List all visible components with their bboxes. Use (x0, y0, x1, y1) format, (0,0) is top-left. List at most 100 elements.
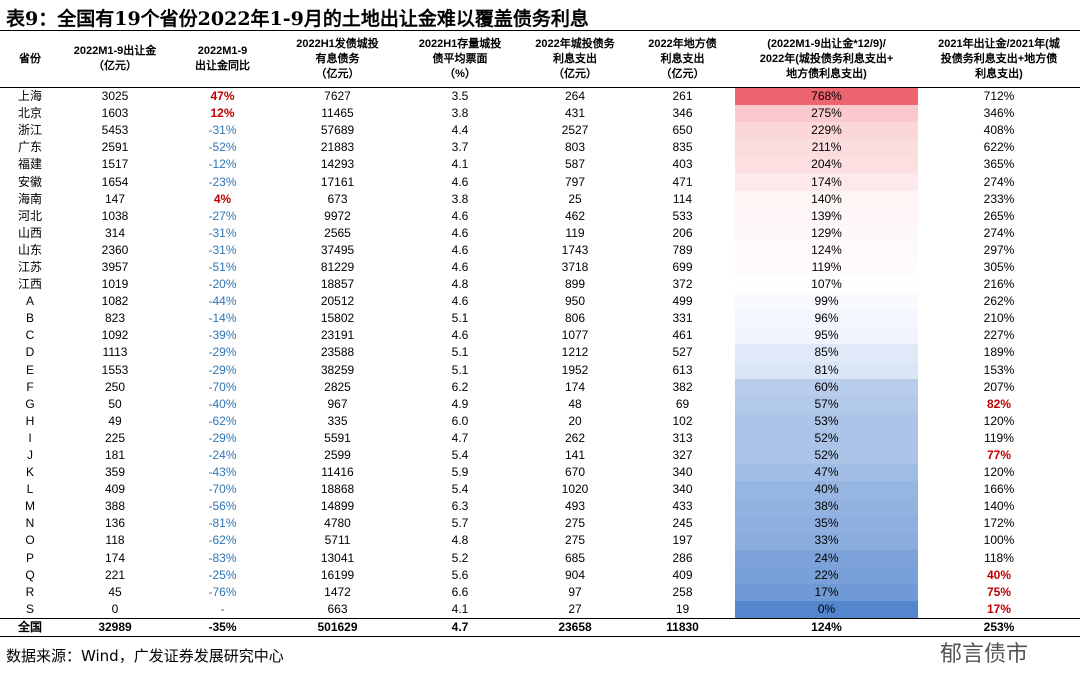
table-cell: 1077 (561, 328, 589, 343)
table-cell: -62% (208, 533, 237, 548)
table-cell: 85% (735, 344, 918, 362)
table-cell: 216% (983, 277, 1015, 292)
table-cell: 225 (104, 430, 126, 445)
table-cell: 11465 (321, 106, 354, 121)
header-line: 债平均票面 (432, 52, 488, 65)
header-line: 有息债务 (315, 52, 360, 65)
table-row: 北京 1603 12% 11465 3.8 431 346 275% 346% (0, 105, 1080, 123)
table-row: 海南 147 4% 673 3.8 25 114 140% 233% (0, 190, 1080, 208)
table-cell: -44% (208, 294, 237, 309)
table-cell: -56% (208, 499, 237, 514)
header-line: （亿元） (553, 67, 597, 80)
table-cell: 3.5 (451, 89, 469, 104)
table-cell: 140% (983, 499, 1015, 514)
table-cell: -52% (208, 140, 237, 155)
table-cell: 81229 (320, 259, 355, 274)
table-cell: 1472 (324, 584, 351, 599)
table-cell: 11830 (666, 619, 699, 634)
table-cell: 139% (735, 207, 918, 225)
header-line: （亿元） (660, 67, 705, 80)
table-cell: 174 (104, 550, 126, 565)
table-cell: 5.1 (451, 345, 469, 360)
table-cell: 96% (735, 310, 918, 328)
table-cell: 海南 (17, 191, 42, 206)
table-cell: 3025 (101, 89, 129, 104)
table-cell: -31% (208, 242, 237, 257)
table-cell: 安徽 (17, 174, 42, 189)
table-cell: 2825 (324, 379, 351, 394)
table-row: I 225 -29% 5591 4.7 262 313 52% 119% (0, 429, 1080, 447)
table-cell: 261 (672, 89, 693, 104)
table-cell: 153% (983, 362, 1015, 377)
table-cell: 493 (564, 499, 586, 514)
table-cell: 5.6 (451, 567, 469, 582)
table-row: A 1082 -44% 20512 4.6 950 499 99% 262% (0, 293, 1080, 311)
table-cell: 835 (672, 140, 693, 155)
table-cell: 622% (983, 140, 1015, 155)
table-row: G 50 -40% 967 4.9 48 69 57% 82% (0, 395, 1080, 413)
table-cell: 340 (672, 465, 693, 480)
table-cell: - (220, 601, 225, 616)
table-cell: 2565 (324, 225, 351, 240)
table-cell: -29% (208, 362, 237, 377)
table-cell: 264 (564, 89, 586, 104)
table-cell: 382 (672, 379, 693, 394)
table-cell: 140% (735, 190, 918, 208)
table-cell: -31% (208, 225, 237, 240)
table-cell: 147 (104, 191, 126, 206)
table-cell: 23588 (320, 345, 355, 360)
table-row: B 823 -14% 15802 5.1 806 331 96% 210% (0, 310, 1080, 328)
table-cell: 33% (735, 532, 918, 550)
table-row: L 409 -70% 18868 5.4 1020 340 40% 166% (0, 481, 1080, 499)
table-cell: 1092 (101, 328, 129, 343)
header-line: 2022年地方债 (648, 37, 717, 50)
table-row: 安徽 1654 -23% 17161 4.6 797 471 174% 274% (0, 173, 1080, 191)
table-cell: 699 (672, 259, 693, 274)
header-line: 地方债利息支出) (786, 67, 867, 80)
header-cell: 2022H1存量城投 债平均票面 （%） (400, 31, 520, 88)
table-cell: -83% (208, 550, 237, 565)
table-cell: 25 (568, 191, 582, 206)
table-cell: 5591 (324, 430, 351, 445)
table-cell: 5.9 (451, 465, 469, 480)
table-cell: 35% (735, 515, 918, 533)
table-cell: 广东 (17, 140, 42, 155)
table-row: C 1092 -39% 23191 4.6 1077 461 95% 227% (0, 327, 1080, 345)
table-cell: 38259 (320, 362, 355, 377)
table-cell: -76% (208, 584, 237, 599)
table-row: 山西 314 -31% 2565 4.6 119 206 129% 274% (0, 224, 1080, 242)
table-cell: 江苏 (17, 259, 42, 274)
table-cell: 533 (672, 208, 693, 223)
table-cell: 47% (210, 89, 235, 104)
table-cell: 313 (672, 430, 693, 445)
table-cell: -29% (208, 345, 237, 360)
table-cell: 1743 (561, 242, 589, 257)
header-cell: 2022M1-9出让金 （亿元） (60, 31, 170, 88)
table-cell: 803 (564, 140, 586, 155)
table-cell: 823 (104, 311, 126, 326)
table-cell: 650 (672, 123, 693, 138)
watermark: 郁言债市 (940, 642, 1029, 667)
table-cell: 4.8 (451, 533, 469, 548)
table-cell: 119 (565, 225, 585, 240)
table-cell: 1603 (101, 106, 129, 121)
header-line: （%） (444, 67, 476, 80)
table-cell: -35% (208, 619, 237, 634)
table-cell: 5.7 (451, 516, 469, 531)
table-cell: 4.4 (451, 123, 469, 138)
table-cell: 4.6 (451, 242, 469, 257)
table-cell: 4% (213, 191, 232, 206)
table-cell: -31% (208, 123, 237, 138)
table-cell: -12% (208, 157, 237, 172)
table-cell: 950 (564, 294, 586, 309)
table-cell: 40% (986, 567, 1012, 582)
table-cell: 江西 (17, 277, 42, 292)
table-cell: 204% (735, 156, 918, 174)
table-cell: 806 (564, 311, 586, 326)
table-cell: 174% (735, 173, 918, 191)
table-cell: 124% (735, 241, 918, 259)
table-cell: 18868 (320, 482, 355, 497)
table-cell: 15802 (320, 311, 355, 326)
header-cell: (2022M1-9出让金*12/9)/ 2022年(城投债务利息支出+ 地方债利息支… (735, 31, 918, 88)
header-line: 2022M1-9出让金 (73, 45, 157, 57)
